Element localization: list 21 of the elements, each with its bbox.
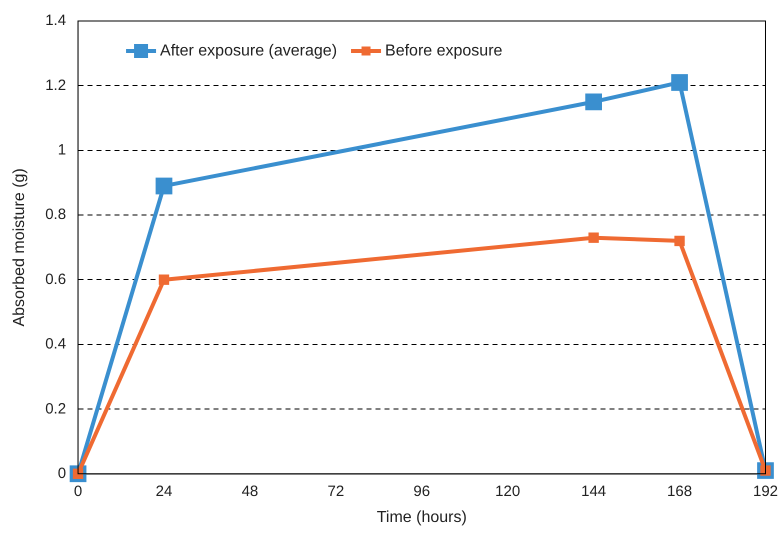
y-tick-label: 0.4 xyxy=(45,336,66,353)
x-tick-label: 96 xyxy=(413,482,430,500)
y-tick-label: 1.2 xyxy=(45,76,66,94)
legend-label: After exposure (average) xyxy=(160,42,338,60)
x-tick-label: 24 xyxy=(156,482,172,500)
y-tick-label: 0.8 xyxy=(45,206,66,224)
x-tick-label: 48 xyxy=(242,482,258,500)
x-axis-title: Time (hours) xyxy=(376,508,467,526)
y-tick-label: 0.2 xyxy=(45,400,66,418)
x-tick-label: 168 xyxy=(667,482,692,500)
y-axis-title: Absorbed moisture (g) xyxy=(11,168,28,327)
x-tick-label: 120 xyxy=(495,482,520,500)
legend-label: Before exposure xyxy=(385,42,503,60)
x-tick-label: 0 xyxy=(74,482,82,500)
y-tick-label: 0.6 xyxy=(45,270,66,288)
x-tick-label: 144 xyxy=(581,482,606,500)
x-tick-label: 192 xyxy=(752,482,778,500)
y-tick-label: 0 xyxy=(58,464,66,482)
x-tick-label: 72 xyxy=(327,482,344,500)
y-tick-label: 1 xyxy=(58,142,66,159)
y-tick-label: 1.4 xyxy=(45,12,66,30)
